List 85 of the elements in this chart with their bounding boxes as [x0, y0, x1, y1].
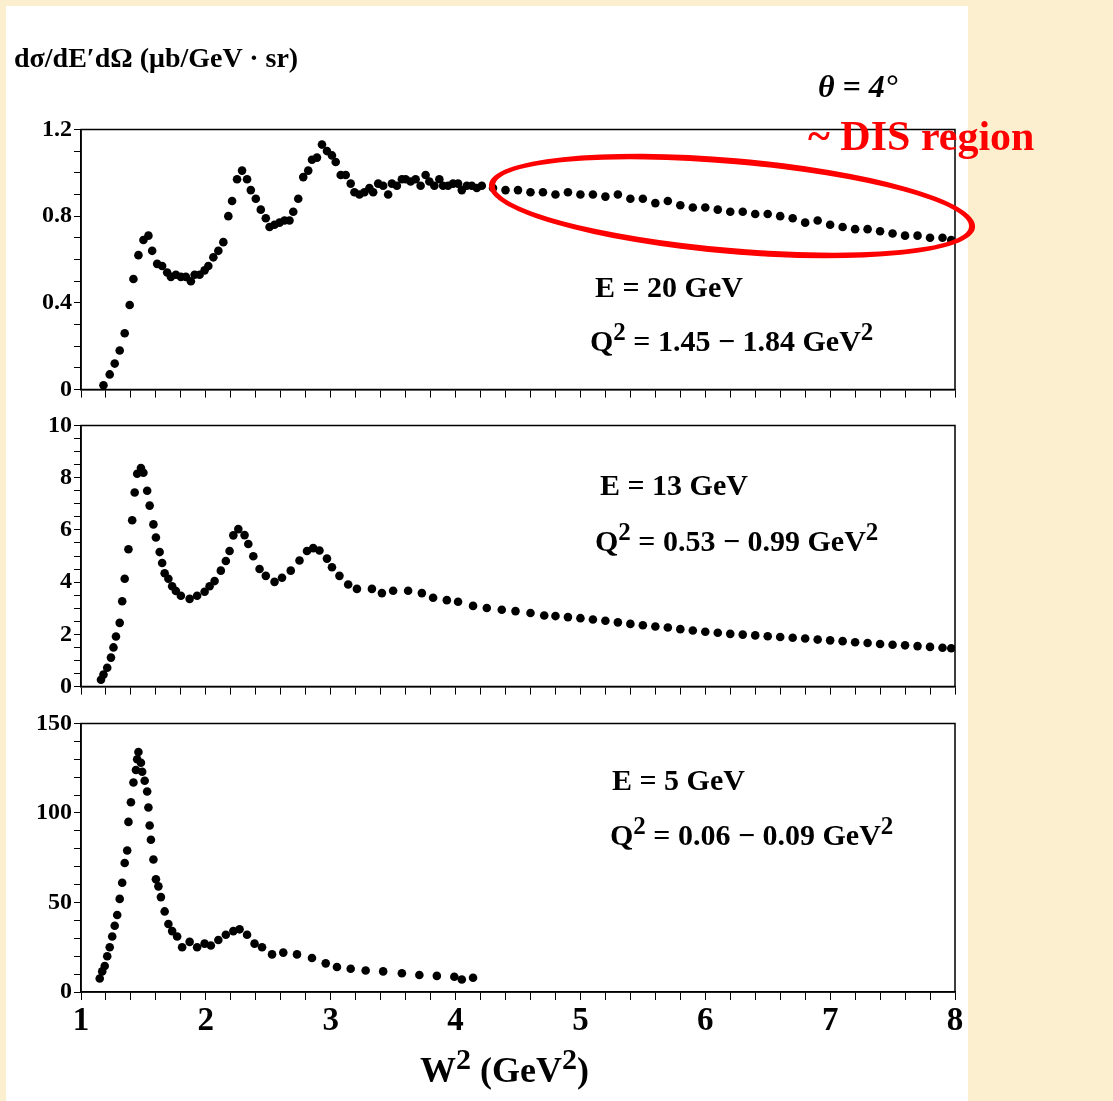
point: [134, 747, 143, 757]
point: [136, 758, 146, 768]
y-tick-label: 0: [60, 977, 72, 1004]
point: [107, 932, 117, 941]
point: [214, 935, 223, 945]
point: [160, 907, 169, 916]
point: [124, 817, 133, 827]
point: [432, 971, 442, 981]
y-tick-label: 50: [48, 887, 72, 914]
point: [450, 972, 459, 982]
point: [151, 874, 161, 884]
point: [192, 942, 202, 952]
point: [100, 961, 110, 971]
point: [110, 921, 120, 931]
point: [117, 878, 127, 888]
y-tick-label: 8: [60, 462, 72, 489]
x-tick-label: 4: [447, 1001, 464, 1038]
y-axis-title: dσ/dE′dΩ (μb/GeV · sr): [14, 42, 299, 74]
point: [278, 948, 288, 957]
point: [137, 767, 147, 777]
x-tick-label: 7: [821, 1001, 839, 1038]
point: [221, 930, 231, 939]
point: [361, 966, 370, 975]
point: [129, 778, 138, 787]
y-tick-label: 0: [60, 671, 72, 698]
annotation: Q$^{2}$ = 0.06 − 0.09 GeV$^{2}$: [610, 812, 894, 852]
point: [112, 910, 122, 920]
point: [172, 932, 182, 941]
y-tick-label: 100: [36, 798, 72, 825]
point: [154, 882, 163, 891]
annotation: E = 5 GeV: [612, 763, 745, 797]
point: [185, 937, 194, 947]
y-tick-label: 2: [60, 619, 72, 646]
point: [156, 892, 166, 902]
point: [397, 968, 407, 978]
annotation: E = 13 GeV: [600, 468, 748, 502]
point: [105, 942, 115, 952]
point: [235, 925, 244, 934]
point: [95, 974, 105, 983]
y-tick-label: 6: [60, 515, 72, 542]
point: [164, 919, 173, 929]
point: [415, 970, 424, 980]
y-tick-label: 0: [60, 374, 72, 401]
chart-title: θ = 4°: [818, 68, 898, 105]
point: [307, 953, 317, 963]
x-tick-label: 8: [946, 1001, 964, 1038]
y-tick-label: 1.2: [42, 114, 72, 141]
point: [257, 942, 267, 952]
point: [144, 803, 153, 812]
point: [146, 835, 156, 845]
point: [206, 941, 216, 950]
point: [332, 962, 342, 972]
y-tick-label: 10: [48, 410, 72, 437]
x-tick-label: 3: [322, 1001, 339, 1038]
point: [120, 858, 129, 868]
point: [267, 950, 277, 959]
y-tick-label: 0.4: [42, 288, 72, 315]
point: [122, 846, 132, 855]
point: [242, 930, 252, 939]
x-tick-label: 6: [697, 1001, 714, 1038]
x-tick-label: 5: [572, 1001, 589, 1038]
annotation: E = 20 GeV: [595, 270, 743, 304]
x-tick-label: 2: [197, 1001, 215, 1038]
point: [115, 894, 125, 904]
x-axis-title: W$^{2}$ (GeV$^{2}$): [420, 1042, 589, 1091]
point: [468, 973, 478, 982]
point: [346, 964, 355, 974]
annotation: Q$^{2}$ = 1.45 − 1.84 GeV$^{2}$: [590, 318, 874, 358]
point: [149, 855, 158, 864]
point: [177, 942, 187, 952]
y-tick-label: 150: [36, 708, 72, 735]
point: [378, 967, 388, 976]
annotation: Q$^{2}$ = 0.53 − 0.99 GeV$^{2}$: [595, 518, 879, 558]
point: [145, 821, 154, 830]
point: [457, 975, 467, 984]
point: [126, 797, 136, 807]
y-tick-label: 0.8: [42, 201, 72, 228]
point: [142, 787, 152, 796]
point: [292, 950, 302, 959]
x-tick-label: 1: [72, 1001, 90, 1038]
point: [250, 939, 259, 948]
point: [102, 951, 112, 961]
point: [140, 776, 149, 785]
y-tick-label: 4: [60, 567, 72, 594]
point: [321, 959, 331, 968]
